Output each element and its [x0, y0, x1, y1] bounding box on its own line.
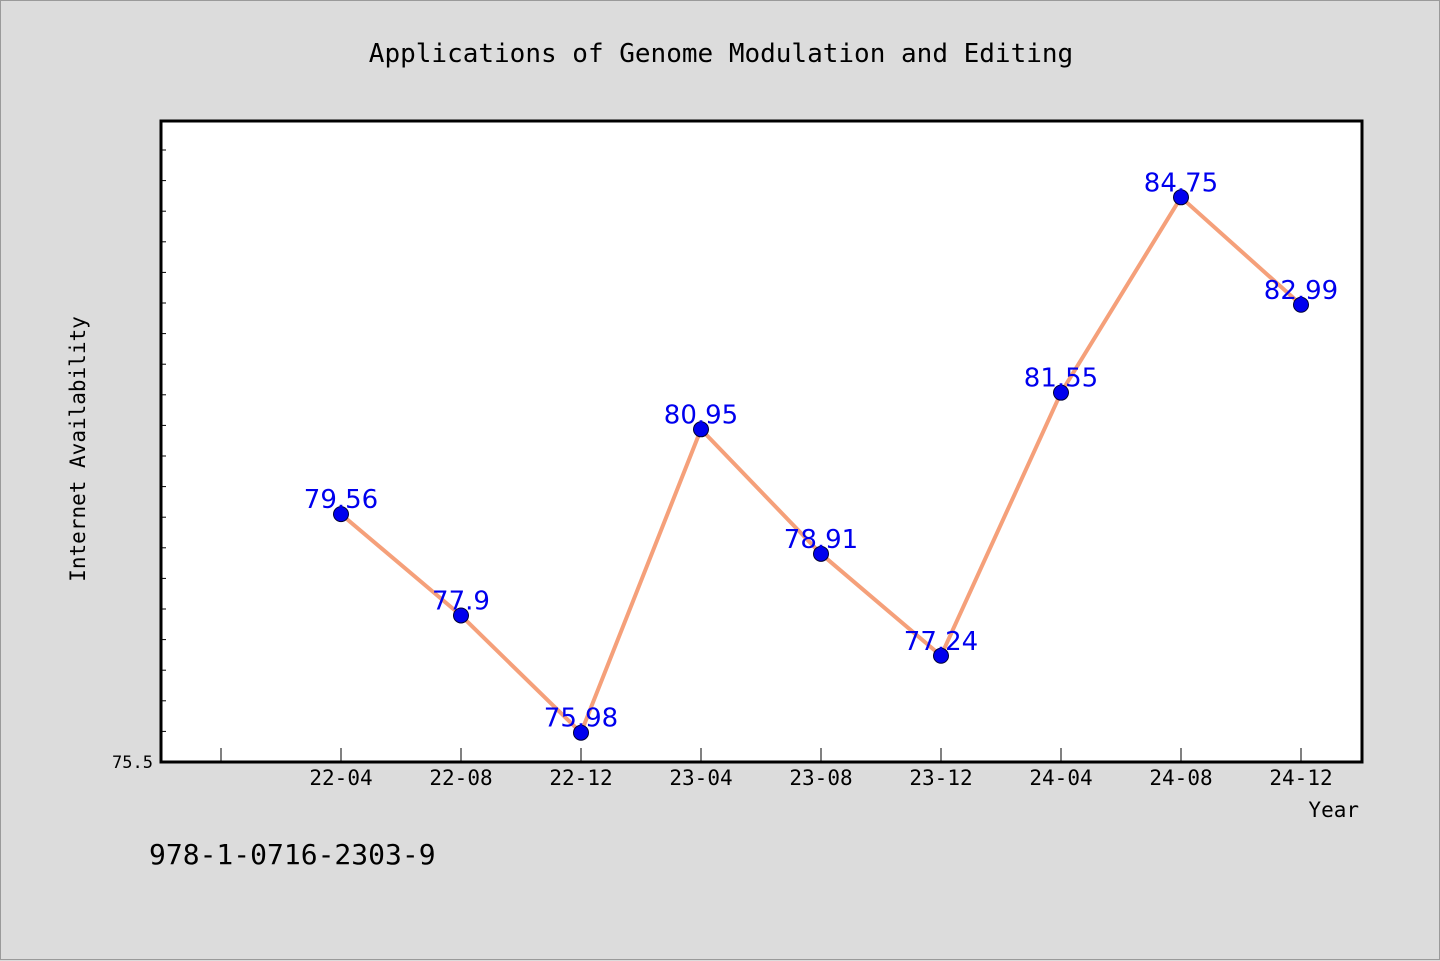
data-point — [453, 607, 469, 624]
data-label: 75.98 — [544, 704, 618, 734]
x-tick-label: 24-08 — [1149, 766, 1212, 790]
data-label: 81.55 — [1024, 364, 1098, 394]
x-axis-label: Year — [1308, 798, 1359, 822]
data-point — [693, 421, 709, 438]
data-label: 82.99 — [1264, 276, 1338, 306]
chart-title: Applications of Genome Modulation and Ed… — [369, 39, 1073, 69]
x-tick-label: 24-12 — [1269, 766, 1332, 790]
x-tick-label: 23-08 — [789, 766, 852, 790]
x-tick-label: 23-04 — [669, 766, 732, 790]
y-axis-label: Internet Availability — [66, 316, 90, 582]
x-tick-label: 22-12 — [549, 766, 612, 790]
x-tick-label: 24-04 — [1029, 766, 1092, 790]
x-axis-tick-labels: 22-04 22-08 22-12 23-04 23-08 23-12 24-04 24-08… — [309, 766, 1332, 790]
x-tick-label: 22-04 — [309, 766, 372, 790]
data-markers — [333, 189, 1309, 741]
data-point — [333, 506, 349, 523]
data-point — [813, 545, 829, 562]
data-point — [933, 647, 949, 664]
data-point — [1173, 189, 1189, 206]
data-label: 77.24 — [904, 627, 978, 657]
x-axis-ticks — [220, 748, 1302, 762]
x-tick-label: 22-08 — [429, 766, 492, 790]
data-labels: 79.56 77.9 75.98 80.95 78.91 77.24 81.55 84.75 8… — [304, 168, 1338, 733]
footer-isbn: 978-1-0716-2303-9 — [149, 838, 436, 871]
y-axis-ticks — [160, 149, 166, 732]
data-label: 84.75 — [1144, 168, 1218, 198]
x-tick-label: 23-12 — [909, 766, 972, 790]
data-label: 77.9 — [432, 586, 490, 616]
y-tick-label: 75.5 — [112, 753, 153, 773]
data-label: 80.95 — [664, 400, 738, 430]
plot-area — [159, 119, 1364, 764]
data-point — [1053, 384, 1069, 401]
data-label: 78.91 — [784, 525, 858, 555]
data-label: 79.56 — [304, 485, 378, 515]
data-point — [1293, 296, 1309, 313]
data-point — [573, 724, 589, 741]
